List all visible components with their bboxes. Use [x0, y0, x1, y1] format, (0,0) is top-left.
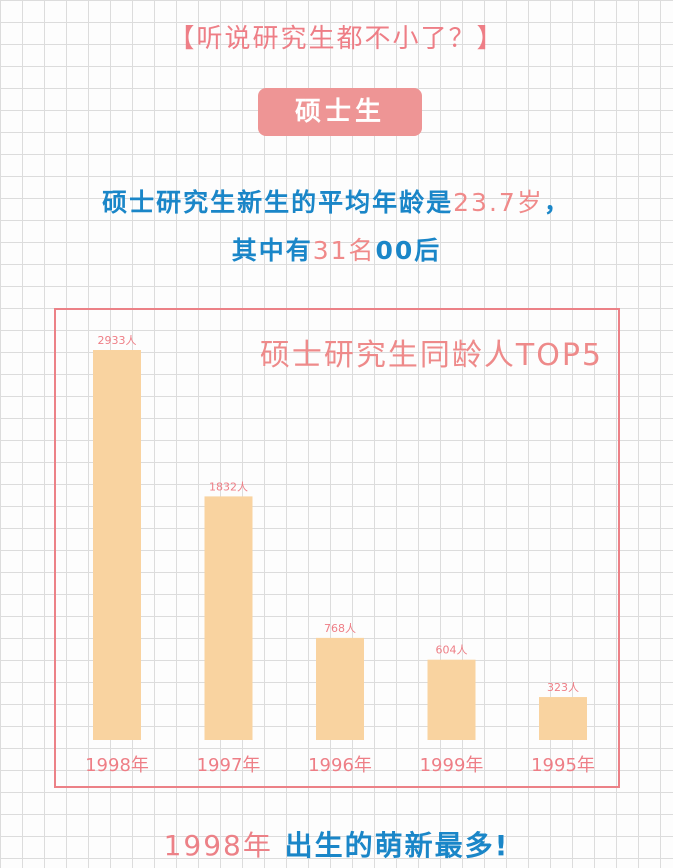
category-label-4: 1995年 — [531, 755, 595, 776]
post00-suffix: 00后 — [375, 236, 442, 265]
footer-text: 出生的萌新最多! — [284, 829, 510, 862]
bar-0 — [93, 350, 141, 740]
section-title: 【听说研究生都不小了？】 — [168, 24, 505, 54]
post00-count: 31名 — [312, 236, 376, 265]
masters-badge: 硕士生 — [258, 88, 422, 136]
category-label-0: 1998年 — [85, 755, 149, 776]
chart-title: 硕士研究生同龄人TOP5 — [259, 338, 603, 373]
bar-value-label-3: 604人 — [436, 644, 468, 657]
footer-conclusion: 1998年 出生的萌新最多! — [0, 824, 673, 864]
category-label-1: 1997年 — [197, 755, 261, 776]
bar-2 — [316, 637, 364, 740]
bar-3 — [427, 659, 476, 740]
bar-1 — [204, 496, 253, 740]
average-age-text: 硕士研究生新生的平均年龄是 — [102, 188, 454, 217]
bar-value-label-4: 323人 — [547, 681, 579, 694]
category-label-3: 1999年 — [420, 755, 484, 776]
chart-frame — [54, 308, 620, 788]
category-label-2: 1996年 — [308, 755, 372, 776]
bar-4 — [539, 697, 587, 740]
post00-line: 其中有31名00后 — [0, 231, 673, 267]
average-age-line: 硕士研究生新生的平均年龄是23.7岁， — [0, 183, 673, 219]
bar-value-label-0: 2933人 — [98, 334, 137, 347]
average-age-value: 23.7岁 — [453, 188, 544, 217]
post00-prefix: 其中有 — [231, 236, 313, 265]
bar-value-label-2: 768人 — [324, 622, 356, 635]
footer-highlight-year: 1998年 — [163, 829, 273, 862]
bar-value-label-1: 1832人 — [209, 480, 248, 493]
average-age-comma: ， — [543, 188, 571, 217]
